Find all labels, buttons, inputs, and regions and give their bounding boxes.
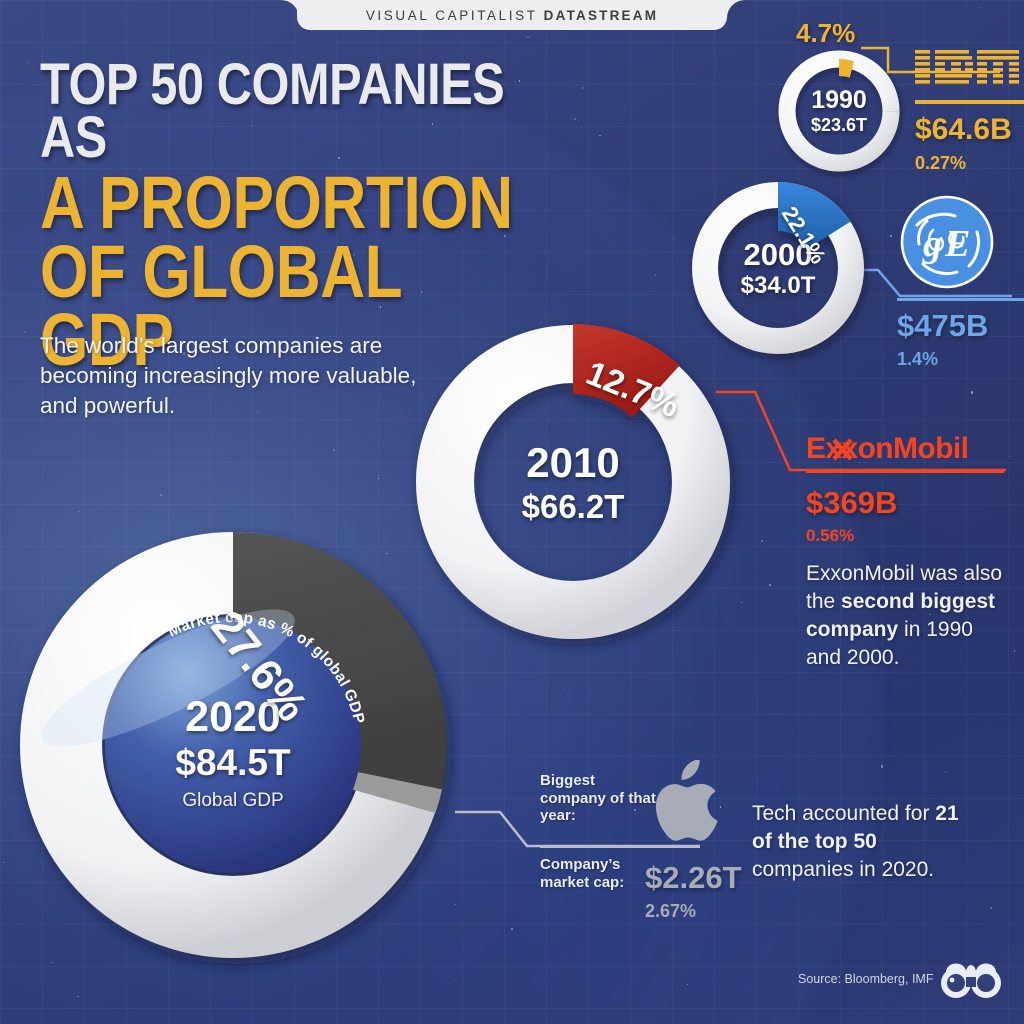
ibm-amount: $64.6B xyxy=(915,113,1012,146)
ibm-logo xyxy=(915,50,1019,84)
tech-footnote-post: companies in 2020. xyxy=(752,857,935,881)
title-line-1: TOP 50 COMPANIES AS xyxy=(40,52,505,171)
tech-footnote-bold: 21 of the top 50 xyxy=(752,802,959,853)
callout-apple-values: $2.26T 2.67% xyxy=(645,862,742,920)
callout-exxon: ExxonMobil $369B 0.56% ExxonMobil was al… xyxy=(806,432,1016,672)
brand-title: VISUAL CAPITALIST DATASTREAM xyxy=(366,8,658,23)
brand-bold: DATASTREAM xyxy=(543,7,659,23)
subtitle: The world’s largest companies are becomi… xyxy=(40,333,417,418)
ibm-rule xyxy=(915,100,1024,104)
svg-text:E: E xyxy=(944,223,970,265)
exxon-note: ExxonMobil was also the second biggest c… xyxy=(806,560,1011,672)
apple-share: 2.67% xyxy=(645,901,697,921)
callout-apple-label-company: Biggest company of that year: xyxy=(540,772,660,825)
title-line-2: A PROPORTION xyxy=(40,160,513,244)
apple-label-company: Biggest company of that year: xyxy=(540,772,656,825)
visual-capitalist-logo xyxy=(940,955,1002,1008)
exxon-share: 0.56% xyxy=(806,526,855,545)
source-text: Source: Bloomberg, IMF xyxy=(798,972,934,986)
callout-ibm: $64.6B 0.27% xyxy=(915,48,1024,172)
callout-ge: g E $475B 1.4% xyxy=(897,192,1024,368)
exxon-note-bold: second biggest company xyxy=(806,589,996,641)
ge-amount: $475B xyxy=(897,308,989,343)
donut-1990: 1990 $23.6T xyxy=(778,50,900,172)
apple-logo-wrap xyxy=(650,759,720,849)
donut-2020: Market cap as % of global GDP 2020 $84.5… xyxy=(18,530,448,960)
apple-label-marketcap: Company’s market cap: xyxy=(540,856,625,891)
apple-amount: $2.26T xyxy=(645,860,742,895)
exxonmobil-wordmark: ExxonMobil xyxy=(806,432,969,465)
tech-footnote: Tech accounted for 21 of the top 50 comp… xyxy=(752,800,982,884)
exxonmobil-logo: ExxonMobil xyxy=(806,432,1016,466)
page-title: TOP 50 COMPANIES AS A PROPORTION OF GLOB… xyxy=(40,52,640,381)
ge-share: 1.4% xyxy=(897,349,939,369)
apple-divider xyxy=(540,846,700,848)
exxon-amount: $369B xyxy=(806,485,898,520)
ge-rule xyxy=(897,298,1024,301)
brand-light: VISUAL CAPITALIST xyxy=(365,7,544,23)
header-band: VISUAL CAPITALIST DATASTREAM xyxy=(0,0,1024,34)
exxon-note-pre: ExxonMobil was also the xyxy=(806,562,1003,613)
brand-tab: VISUAL CAPITALIST DATASTREAM xyxy=(297,0,727,30)
donut-1990-pct: 4.7% xyxy=(796,18,856,48)
exxon-double-x-icon xyxy=(832,438,853,461)
ge-logo: g E xyxy=(900,195,994,289)
title-line-3: OF GLOBAL GDP xyxy=(40,229,402,381)
exxon-note-post: in 1990 and 2000. xyxy=(806,617,973,669)
tech-footnote-pre: Tech accounted for xyxy=(752,802,936,825)
svg-text:g: g xyxy=(922,223,942,265)
apple-logo xyxy=(655,759,718,841)
donut-2010: 2010 $66.2T 12.7% xyxy=(413,322,733,642)
ibm-share: 0.27% xyxy=(915,153,967,173)
exxon-rule xyxy=(806,470,1004,473)
callout-apple-label-marketcap: Company’s market cap: xyxy=(540,856,660,891)
